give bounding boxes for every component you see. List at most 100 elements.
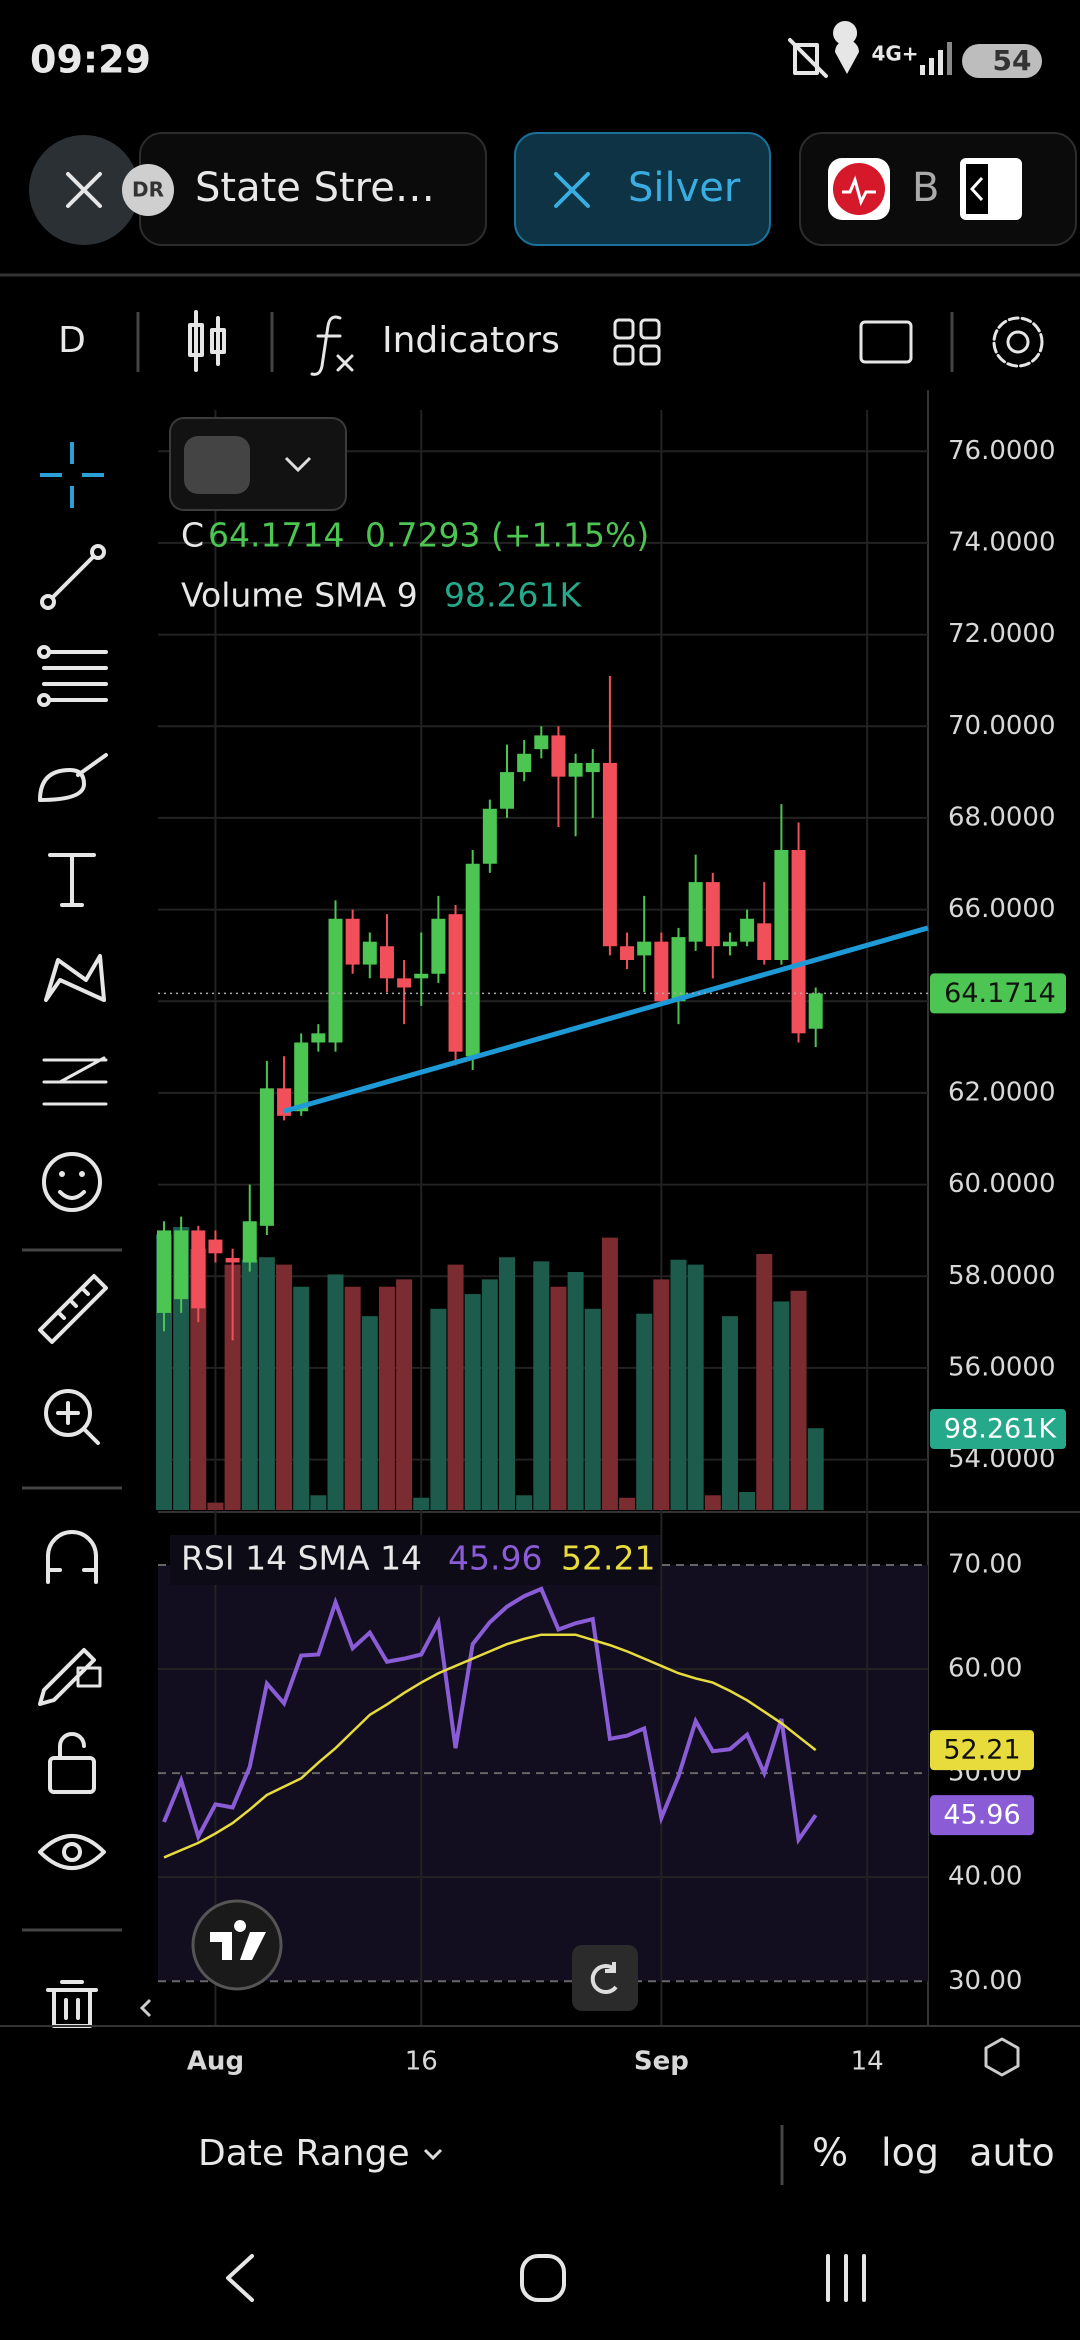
axis-settings-button[interactable] xyxy=(984,2037,1020,2077)
crosshair-tool[interactable] xyxy=(40,442,104,508)
volume-bar xyxy=(739,1492,756,1510)
y-tick-label: 70.0000 xyxy=(948,711,1056,741)
percent-button[interactable]: % xyxy=(812,2131,848,2175)
symbol-icon xyxy=(184,436,250,494)
y-tick-label: 76.0000 xyxy=(948,436,1056,466)
legend-rsi-value: 45.96 xyxy=(448,1539,542,1578)
x-tick-label: Sep xyxy=(634,2047,689,2077)
tab-third[interactable]: B xyxy=(799,132,1077,246)
volume-bar xyxy=(276,1264,293,1510)
candle-body xyxy=(568,762,583,777)
interval-button[interactable]: D xyxy=(58,320,86,361)
candle-body xyxy=(379,946,394,979)
volume-bar xyxy=(499,1257,515,1510)
auto-button[interactable]: auto xyxy=(969,2131,1055,2175)
volume-bar xyxy=(516,1495,533,1510)
y-tick-label: 58.0000 xyxy=(948,1261,1056,1291)
y-tick-label: 72.0000 xyxy=(948,619,1056,649)
trendline-tool[interactable] xyxy=(40,544,106,610)
fullscreen-button[interactable] xyxy=(859,320,913,364)
date-range-button[interactable]: Date Range xyxy=(198,2133,443,2174)
y-tick-label: 62.0000 xyxy=(948,1077,1056,1107)
volume-bar xyxy=(807,1428,824,1510)
y-tick-label: 60.0000 xyxy=(948,1169,1056,1199)
drawing-tools xyxy=(22,442,152,2028)
volume-bar xyxy=(224,1264,241,1510)
log-button[interactable]: log xyxy=(881,2131,939,2175)
magnet-tool[interactable] xyxy=(46,1530,98,1584)
tab-label: Silver xyxy=(628,165,741,211)
collapse-tabs-button[interactable] xyxy=(960,158,1022,220)
brush-tool[interactable] xyxy=(38,753,108,802)
reset-chart-button[interactable] xyxy=(572,1945,638,2011)
candle-body xyxy=(637,941,652,956)
candle-body xyxy=(345,918,360,965)
tab-state-street[interactable]: DR State Stre… xyxy=(122,132,487,246)
volume-bar xyxy=(567,1271,584,1510)
tab-silver[interactable]: Silver xyxy=(514,132,771,246)
volume-bar xyxy=(413,1497,430,1510)
battery-level: 54 xyxy=(993,44,1032,77)
candle-body xyxy=(551,735,566,777)
close-tabs-button[interactable] xyxy=(29,135,139,245)
emoji-tool[interactable] xyxy=(42,1152,102,1212)
layout-button[interactable] xyxy=(613,318,661,366)
lock-tool[interactable] xyxy=(48,1732,96,1794)
y-tick-label: 40.00 xyxy=(948,1862,1022,1892)
nav-home[interactable] xyxy=(520,2254,566,2302)
volume-bar xyxy=(481,1279,498,1510)
indicators-button[interactable]: Indicators xyxy=(310,315,560,376)
legend-close-prefix: C xyxy=(181,516,204,555)
candle-body xyxy=(722,941,737,947)
volume-bar xyxy=(601,1237,618,1510)
trendline xyxy=(283,925,929,1114)
legend-volume-sma: 98.261K xyxy=(444,576,582,615)
volume-bar xyxy=(584,1308,601,1510)
pattern-tool[interactable] xyxy=(44,954,106,1002)
volume-bar xyxy=(378,1286,395,1510)
rsi-legend-bg xyxy=(170,1535,660,1585)
y-tick-label: 66.0000 xyxy=(948,894,1056,924)
indicators-label: Indicators xyxy=(382,320,560,361)
volume-bar xyxy=(533,1261,550,1510)
volume-bar xyxy=(550,1286,567,1510)
volume-sma-axis-label: 98.261K xyxy=(944,1414,1057,1445)
visibility-tool[interactable] xyxy=(38,1834,106,1870)
candle-body xyxy=(259,1088,274,1226)
ruler-tool[interactable] xyxy=(38,1274,108,1344)
x-tick-label: 16 xyxy=(405,2047,438,2077)
volume-sma-badge xyxy=(930,1409,1066,1449)
nav-back[interactable] xyxy=(226,2254,254,2302)
candle-body xyxy=(328,918,343,1043)
text-tool[interactable] xyxy=(48,853,96,907)
volume-bar xyxy=(721,1316,738,1510)
rsi-badge xyxy=(930,1730,1034,1771)
x-tick-label: Aug xyxy=(187,2047,244,2077)
candle-body xyxy=(688,882,703,942)
zoom-tool[interactable] xyxy=(44,1389,100,1445)
status-time: 09:29 xyxy=(30,38,151,82)
chart-type-button[interactable] xyxy=(188,310,226,372)
nav-recents[interactable] xyxy=(826,2254,866,2302)
tradingview-logo-button[interactable] xyxy=(191,1899,283,1991)
settings-button[interactable] xyxy=(992,316,1044,368)
volume-bar xyxy=(207,1502,224,1510)
tab-logo: DR xyxy=(132,178,164,202)
volume-bar xyxy=(430,1308,447,1510)
y-tick-label: 56.0000 xyxy=(948,1352,1056,1382)
y-tick-label: 68.0000 xyxy=(948,802,1056,832)
volume-bar xyxy=(344,1286,361,1510)
fib-tool[interactable] xyxy=(37,645,108,707)
candle-body xyxy=(602,762,617,947)
rsi-line xyxy=(162,1586,818,1846)
y-tick-label: 74.0000 xyxy=(948,527,1056,557)
prediction-tool[interactable] xyxy=(42,1056,108,1106)
candle-body xyxy=(414,973,429,979)
symbol-dropdown xyxy=(284,456,312,473)
rsi-axis-label: 45.96 xyxy=(943,1800,1020,1831)
candle-body xyxy=(757,923,772,960)
lock-drawing-tool[interactable] xyxy=(38,1648,102,1706)
collapse-tools[interactable] xyxy=(139,1998,152,2018)
legend-rsi-title: RSI 14 SMA 14 xyxy=(181,1539,422,1578)
legend-change: 0.7293 (+1.15%) xyxy=(365,516,649,555)
